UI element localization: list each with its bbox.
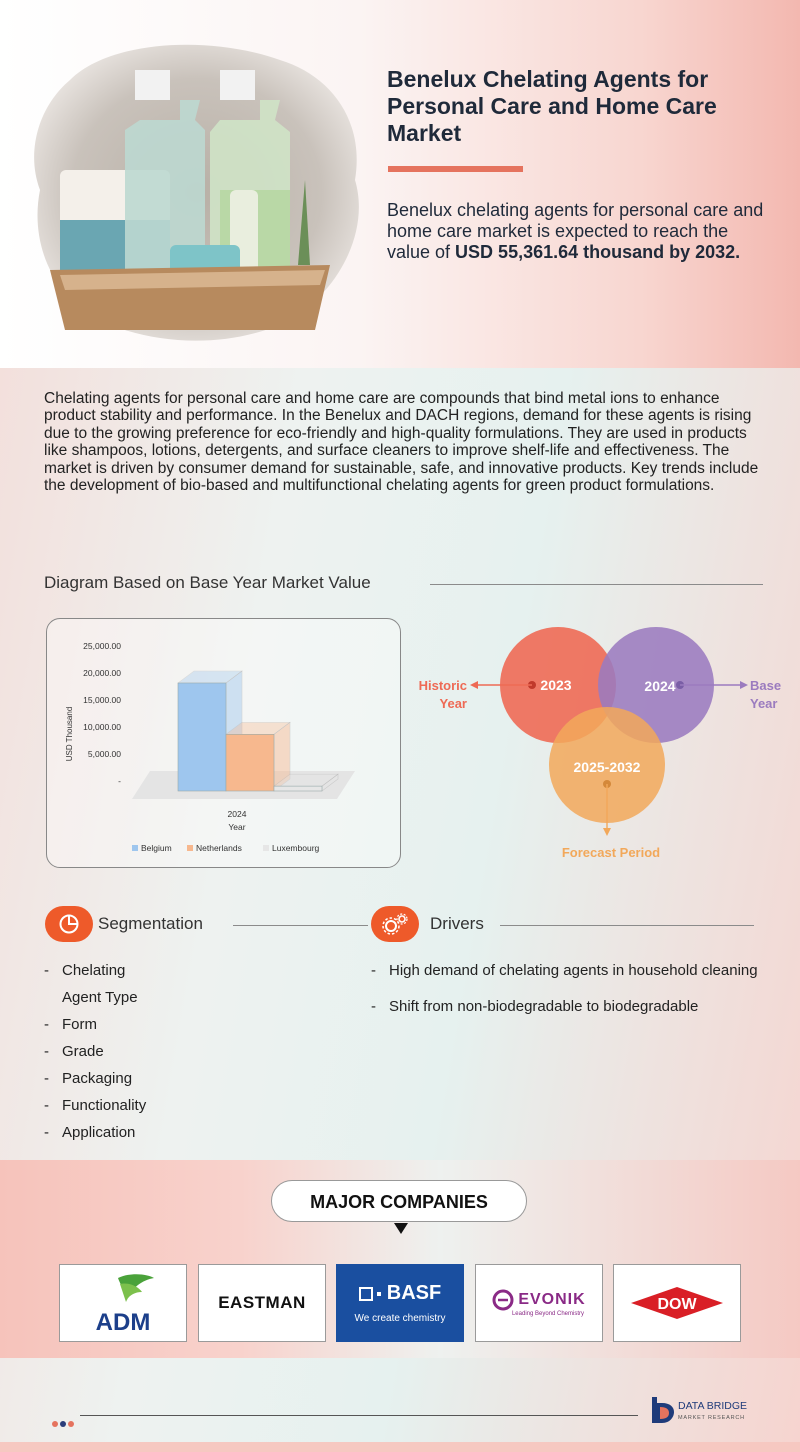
dow-logo: DOW [613, 1264, 741, 1342]
y-tick-label: 15,000.00 [83, 695, 121, 705]
y-tick-label: - [118, 776, 121, 786]
list-item: High demand of chelating agents in house… [371, 962, 771, 980]
list-item: Packaging [44, 1065, 146, 1092]
segmentation-rule [233, 925, 368, 926]
list-item-continuation: Agent Type [62, 989, 138, 1006]
hero-title: Benelux Chelating Agents for Personal Ca… [387, 66, 717, 146]
svg-text:MARKET RESEARCH: MARKET RESEARCH [678, 1415, 745, 1421]
list-item: Functionality [44, 1092, 146, 1119]
gears-icon [371, 906, 419, 942]
bar-luxembourg [273, 773, 339, 792]
legend-swatch [263, 845, 269, 851]
market-value: USD 55,361.64 thousand by 2032. [455, 242, 741, 262]
x-tick-label: 2024 [228, 809, 247, 819]
adm-logo: ADM [59, 1264, 187, 1342]
hero-description: Benelux chelating agents for personal ca… [387, 200, 764, 262]
evonik-logo: EVONIK Leading Beyond Chemistry [475, 1264, 603, 1342]
svg-text:DOW: DOW [657, 1296, 697, 1313]
forecast-circle [549, 707, 665, 823]
segmentation-list: Chelating Agent Type Form Grade Packagin… [44, 957, 146, 1146]
year-venn-diagram: 2023 2024 2025-2032 Historic Year Base Y… [419, 627, 781, 860]
drivers-list: High demand of chelating agents in house… [371, 962, 771, 1034]
y-tick-label: 20,000.00 [83, 668, 121, 678]
list-item: Form [44, 1011, 146, 1038]
list-item: Chelating [44, 957, 146, 984]
pie-chart-icon [45, 906, 93, 942]
base-year-value: 2024 [644, 678, 675, 694]
historic-label-2: Year [440, 696, 467, 711]
intro-paragraph: Chelating agents for personal care and h… [44, 390, 759, 495]
diagram-title-rule [430, 584, 763, 585]
svg-text:ADM: ADM [96, 1309, 151, 1336]
legend-label: Luxembourg [272, 843, 320, 853]
historic-label-1: Historic [419, 678, 467, 693]
bottom-strip [0, 1442, 800, 1452]
legend-label: Netherlands [196, 843, 242, 853]
forecast-arrow-head [603, 828, 611, 836]
eastman-logo: EASTMAN [198, 1264, 326, 1342]
segmentation-title: Segmentation [98, 914, 203, 933]
down-arrow-icon [394, 1223, 408, 1234]
svg-text:DATA BRIDGE: DATA BRIDGE [678, 1400, 747, 1412]
hero-product-illustration [34, 44, 359, 341]
base-label-1: Base [750, 678, 781, 693]
drivers-title: Drivers [430, 914, 484, 933]
basf-logo: BASF We create chemistry [336, 1264, 464, 1342]
historic-arrow-head [470, 681, 478, 689]
list-item: Grade [44, 1038, 146, 1065]
drivers-rule [500, 925, 754, 926]
y-axis-label: USD Thousand [65, 707, 74, 762]
legend-swatch [132, 845, 138, 851]
legend-label: Belgium [141, 843, 172, 853]
list-item: Application [44, 1119, 146, 1146]
x-axis-label: Year [228, 822, 245, 832]
base-label-2: Year [750, 696, 777, 711]
list-item: Shift from non-biodegradable to biodegra… [371, 998, 771, 1016]
data-bridge-logo: DATA BRIDGE MARKET RESEARCH [648, 1395, 758, 1425]
y-tick-label: 5,000.00 [88, 749, 121, 759]
bar-chart: 25,000.00 20,000.00 15,000.00 10,000.00 5,00… [65, 641, 355, 853]
base-arrow-head [740, 681, 748, 689]
bar-netherlands [225, 721, 291, 792]
companies-title: MAJOR COMPANIES [271, 1180, 527, 1222]
y-tick-label: 25,000.00 [83, 641, 121, 651]
footer-rule [80, 1415, 638, 1416]
historic-year-value: 2023 [540, 677, 571, 693]
y-tick-label: 10,000.00 [83, 722, 121, 732]
legend-swatch [187, 845, 193, 851]
forecast-label: Forecast Period [562, 845, 660, 860]
forecast-period-value: 2025-2032 [574, 759, 641, 775]
footer-dots [52, 1412, 76, 1431]
diagram-title: Diagram Based on Base Year Market Value [44, 573, 371, 592]
title-accent-bar [388, 166, 523, 172]
bar-chart-panel: 25,000.00 20,000.00 15,000.00 10,000.00 5,00… [46, 618, 401, 868]
